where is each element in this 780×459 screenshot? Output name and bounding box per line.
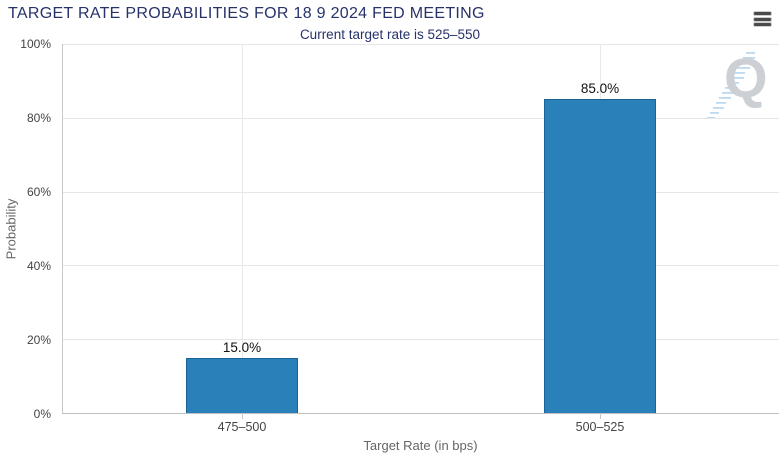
y-tick-label: 40% <box>26 259 51 273</box>
gridline-40pct <box>63 265 779 267</box>
bar-500-525[interactable]: 85.0% <box>544 81 656 413</box>
y-axis-tick-labels: 100% 80% 60% 40% 20% 0% <box>0 37 56 421</box>
x-tick-mark <box>600 413 601 419</box>
y-tick-label: 0% <box>33 407 51 421</box>
chart-subtitle: Current target rate is 525–550 <box>299 27 481 42</box>
gridline-20pct <box>63 339 779 341</box>
bar-slot-500-525: 85.0% <box>421 44 779 413</box>
gridline-80pct <box>63 117 779 119</box>
x-axis-title: Target Rate (in bps) <box>363 438 478 453</box>
hamburger-icon <box>754 12 771 15</box>
bar-475-500[interactable]: 15.0% <box>186 340 298 413</box>
y-tick-label: 100% <box>20 37 51 51</box>
y-tick-label: 80% <box>26 111 51 125</box>
bar-value-label: 15.0% <box>222 339 262 355</box>
export-menu-button[interactable] <box>754 11 772 27</box>
plot-area: 15.0% 85.0% <box>62 44 779 419</box>
hamburger-icon <box>754 23 771 26</box>
chart-title: TARGET RATE PROBABILITIES FOR 18 9 2024 … <box>8 5 485 22</box>
gridline-cat-1 <box>242 44 243 413</box>
x-tick-label-475-500: 475–500 <box>217 420 267 434</box>
bar-value-label: 85.0% <box>580 81 620 97</box>
gridline-60pct <box>63 191 779 193</box>
y-tick-label: 60% <box>26 185 51 199</box>
hamburger-icon <box>754 17 771 21</box>
bar-slot-475-500: 15.0% <box>63 44 421 413</box>
gridline-100pct <box>63 44 779 45</box>
x-tick-label-500-525: 500–525 <box>575 420 625 434</box>
y-tick-label: 20% <box>26 333 51 347</box>
x-tick-mark <box>242 413 243 419</box>
